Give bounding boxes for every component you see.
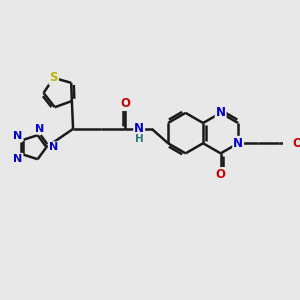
Text: O: O [120, 97, 130, 110]
Text: O: O [292, 137, 300, 150]
Text: N: N [216, 106, 226, 119]
Text: N: N [35, 124, 44, 134]
Text: O: O [216, 168, 226, 181]
Text: S: S [50, 71, 58, 84]
Text: N: N [134, 122, 144, 135]
Text: N: N [233, 137, 243, 150]
Text: N: N [13, 154, 22, 164]
Text: N: N [49, 142, 58, 152]
Text: N: N [13, 131, 22, 141]
Text: H: H [135, 134, 143, 144]
